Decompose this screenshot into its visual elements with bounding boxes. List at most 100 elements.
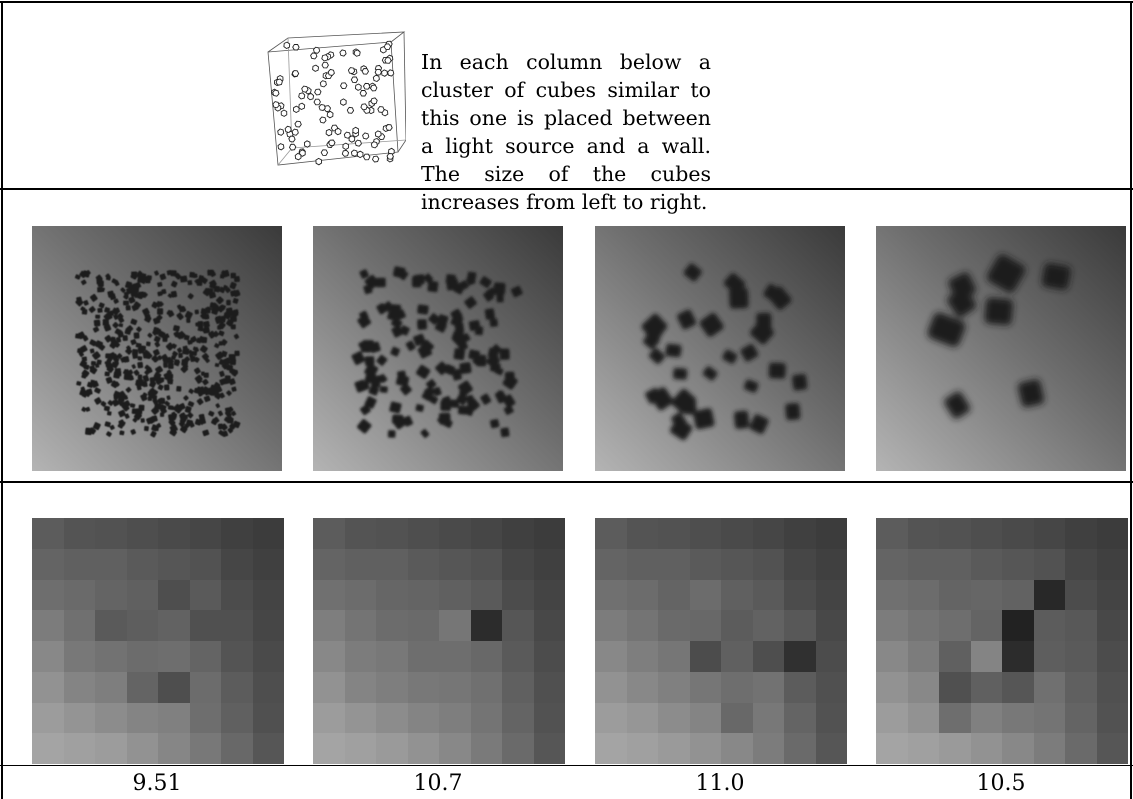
lowres-pixel [1033,548,1065,580]
cube-shadow [178,352,183,359]
lowres-pixel [470,641,502,672]
tiny-cube [318,104,326,111]
cube-shadow [157,384,164,391]
tiny-cube [350,149,358,157]
cube-shadow [187,401,195,407]
cube-shadow [85,427,93,436]
lowres-pixel [502,671,534,703]
lowres-pixel [721,610,753,641]
lowres-pixel [815,702,847,734]
lowres-pixel [221,641,253,672]
cube-shadow [92,326,100,333]
lowres-pixel [221,671,253,703]
cube-shadow [103,405,110,412]
lowres-pixel [689,702,721,734]
tiny-cube [347,67,356,75]
cube-shadow [226,299,231,306]
cube-shadow [109,341,117,349]
lowres-pixel [407,733,439,764]
tiny-cube [360,103,368,111]
lowres-pixel [970,733,1002,764]
cube-shadow [105,275,111,281]
right-border [1130,1,1132,799]
lowres-pixel [95,671,127,703]
lowres-pixel [189,579,221,611]
cube-shadow [147,332,153,338]
lowres-pixel [439,641,471,672]
tiny-cube [371,155,380,163]
lowres-pixel [95,641,127,672]
column-value-3: 11.0 [695,771,745,796]
cube-shadow [187,280,193,286]
lowres-pixel [1002,548,1034,580]
cube-shadow [133,332,140,339]
lowres-pixel [1065,641,1097,672]
cube-shadow [379,385,388,393]
lowres-pixel [721,579,753,611]
cube-shadow [113,356,120,363]
cube-shadow [399,325,410,336]
cube-shadow [370,378,381,389]
cube-shadow [109,424,115,431]
lowres-pixel [502,518,534,549]
lowres-pixel [784,702,816,734]
cube-shadow [503,405,514,415]
cube-shadow [650,387,674,411]
lowres-pixel [533,671,565,703]
cube-shadow [146,417,154,425]
tiny-cube [292,43,300,51]
lowres-pixel [815,579,847,611]
tiny-cube [313,98,321,106]
cube-shadow [359,269,369,279]
cube-shadow [192,346,198,352]
tiny-cube [361,68,370,75]
tiny-cube [321,61,329,69]
lowres-pixel [658,610,690,641]
tiny-cube [369,84,378,92]
tiny-cube [370,141,378,149]
cube-shadow [90,360,97,366]
lowres-pixel [470,733,502,764]
tiny-cube [315,157,323,166]
lowres-pixel [221,610,253,641]
cube-shadow [792,373,808,391]
lowres-pixel [407,671,439,703]
cube-shadow [426,379,437,390]
cube-shadow [217,423,224,430]
cube-shadow [200,308,208,315]
lowres-pixel [126,671,158,703]
cube-shadow [194,278,200,285]
lowres-pixel [533,610,565,641]
cube-shadow [457,340,469,351]
cube-shadow [220,304,226,310]
lowres-pixel [63,733,95,764]
cube-shadow [156,328,162,334]
cube-shadow [91,380,99,388]
lowres-pixel [158,579,190,611]
cube-shadow [199,345,208,354]
cube-shadow [79,389,87,397]
lowres-pixel [189,641,221,672]
tiny-cube [362,153,371,161]
cube-shadow [749,414,769,434]
cube-shadow [369,341,381,354]
lowres-pixel [595,702,627,734]
lowres-image-1 [32,518,284,764]
cube-shadow [121,402,127,408]
cube-shadow [225,319,234,327]
cube-shadow [112,321,119,329]
cube-shadow [155,365,163,374]
cube-shadow [699,312,724,337]
lowres-pixel [1065,702,1097,734]
lowres-pixel [970,518,1002,549]
lowres-pixel [63,610,95,641]
tiny-cube [374,68,383,76]
lowres-pixel [595,579,627,611]
cube-shadow [188,349,194,356]
lowres-pixel [595,610,627,641]
cube-shadow [122,335,128,341]
cube-shadow [434,321,447,333]
caption-text: In each column below a cluster of cubes … [421,48,711,216]
lowres-pixel [1002,702,1034,734]
cube-shadow [351,351,366,365]
